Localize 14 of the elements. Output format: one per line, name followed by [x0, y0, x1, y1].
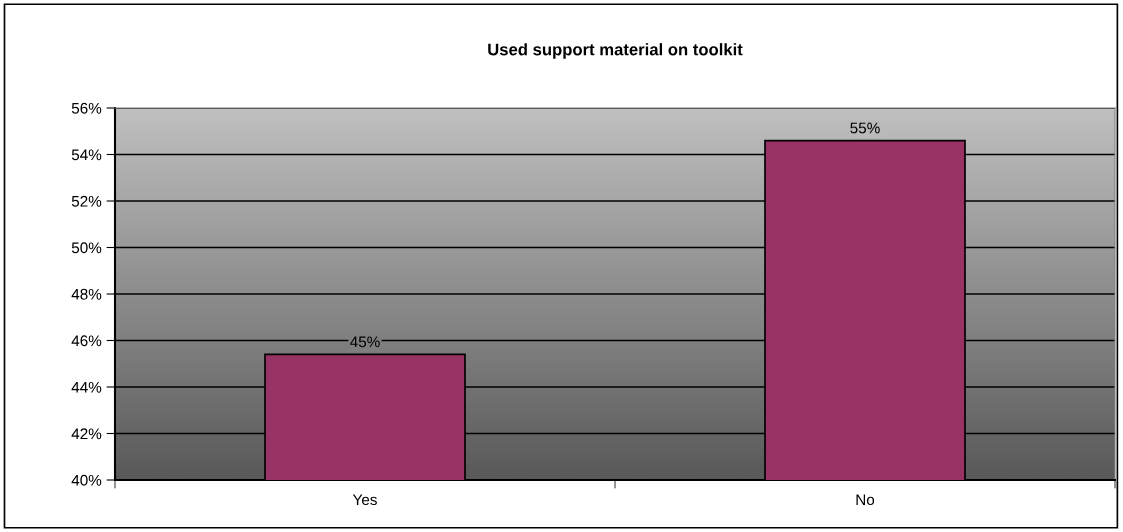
data-label: 55%	[850, 122, 880, 134]
y-tick-label: 46%	[71, 335, 102, 347]
y-tick-label: 44%	[71, 381, 102, 393]
y-tick-label: 40%	[71, 474, 102, 486]
y-tick-label: 42%	[71, 428, 102, 440]
y-tick-label: 56%	[71, 102, 102, 114]
x-tick-label: No	[856, 494, 875, 506]
x-tick-label: Yes	[352, 494, 377, 506]
y-tick-label: 48%	[71, 288, 102, 300]
data-label: 45%	[350, 336, 380, 348]
chart-title: Used support material on toolkit	[488, 43, 743, 59]
y-tick-label: 54%	[71, 149, 102, 161]
y-tick-label: 52%	[71, 195, 102, 207]
y-tick-label: 50%	[71, 242, 102, 254]
